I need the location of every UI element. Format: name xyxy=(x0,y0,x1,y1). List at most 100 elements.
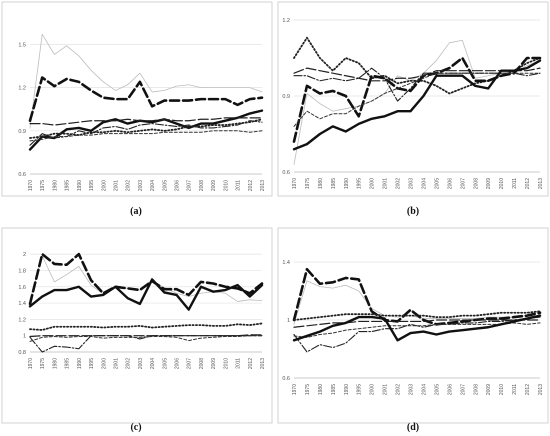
series-line-6 xyxy=(293,72,541,127)
series-line-2 xyxy=(28,76,264,123)
x-tick-label: 2009 xyxy=(486,384,492,395)
x-tick-label: 2007 xyxy=(187,180,193,191)
panel-border xyxy=(277,227,549,424)
x-tick-label: 2001 xyxy=(113,358,119,369)
x-tick-label: 1995 xyxy=(357,178,363,189)
series-line-7 xyxy=(29,130,263,142)
series-line-4 xyxy=(29,322,263,331)
x-tick-label: 2001 xyxy=(113,180,119,191)
x-tick-label: 1980 xyxy=(52,358,58,369)
x-tick-label: 2002 xyxy=(126,180,132,191)
x-tick-label: 1980 xyxy=(318,178,324,189)
series-line-6 xyxy=(29,335,263,353)
series-line-2 xyxy=(28,252,264,306)
x-tick-label: 1970 xyxy=(292,178,298,189)
x-tick-label: 2012 xyxy=(525,178,531,189)
x-tick-label: 2000 xyxy=(370,178,376,189)
x-tick-label: 2006 xyxy=(447,178,453,189)
x-tick-label: 2004 xyxy=(421,384,427,395)
y-tick-label: 0.6 xyxy=(282,376,290,382)
x-tick-label: 1975 xyxy=(40,358,46,369)
panel-border xyxy=(1,227,273,424)
x-tick-label: 2009 xyxy=(486,178,492,189)
y-tick-label: 1.5 xyxy=(18,42,26,48)
series-line-1 xyxy=(29,33,263,129)
x-tick-label: 2010 xyxy=(499,384,505,395)
y-tick-label: 1.2 xyxy=(18,86,26,92)
x-tick-label: 2005 xyxy=(434,384,440,395)
series-line-3 xyxy=(28,109,264,151)
x-tick-label: 1990 xyxy=(344,384,350,395)
x-tick-label: 2003 xyxy=(138,358,144,369)
x-tick-label: 1995 xyxy=(357,384,363,395)
x-tick-label: 2011 xyxy=(512,178,518,189)
x-tick-label: 2007 xyxy=(187,358,193,369)
x-tick-label: 2010 xyxy=(223,358,229,369)
x-tick-label: 2002 xyxy=(126,358,132,369)
series-line-3 xyxy=(293,310,541,321)
x-tick-label: 2013 xyxy=(538,384,544,395)
y-tick-label: 1.6 xyxy=(18,285,26,291)
panel-caption: (c) xyxy=(130,422,141,433)
x-tick-label: 1990 xyxy=(77,180,83,191)
x-tick-label: 2011 xyxy=(236,180,242,191)
x-tick-label: 2006 xyxy=(447,384,453,395)
x-tick-label: 2002 xyxy=(396,178,402,189)
x-tick-label: 1990 xyxy=(77,358,83,369)
y-tick-label: 1.4 xyxy=(18,301,26,307)
x-tick-label: 2013 xyxy=(260,180,266,191)
chart-panel-2: 0.6 0.9 1.2 1970 1975 1980 1985 1990 1995 2000 200… xyxy=(277,1,549,217)
chart-panel-4: 0.6 1 1.4 1970 1975 1980 1985 1990 1995 2000 2001 2… xyxy=(277,227,549,433)
x-tick-label: 2010 xyxy=(223,180,229,191)
y-tick-label: 1 xyxy=(23,334,26,340)
y-tick-label: 0.9 xyxy=(282,94,290,100)
panel-caption: (a) xyxy=(130,206,142,217)
chart-panel-3: 0.8 1 1.2 1.4 1.6 1.8 2 1970 1975 1980 1985 1990 199… xyxy=(1,227,273,433)
series-line-4 xyxy=(293,67,541,82)
series-line-7 xyxy=(292,314,542,342)
x-tick-label: 2012 xyxy=(248,358,254,369)
x-tick-label: 2006 xyxy=(175,180,181,191)
series-line-7 xyxy=(292,59,542,151)
x-tick-label: 2004 xyxy=(150,180,156,191)
x-tick-label: 2011 xyxy=(236,358,242,369)
x-tick-label: 2013 xyxy=(260,358,266,369)
y-tick-label: 1.4 xyxy=(282,260,290,266)
panel-caption: (b) xyxy=(407,206,419,217)
y-tick-label: 1 xyxy=(287,318,290,324)
y-tick-label: 1.2 xyxy=(18,317,26,323)
x-tick-label: 2006 xyxy=(175,358,181,369)
series-line-5 xyxy=(29,120,263,146)
x-tick-label: 2000 xyxy=(101,180,107,191)
series-line-1 xyxy=(293,280,541,325)
x-tick-label: 2000 xyxy=(370,384,376,395)
x-tick-label: 1970 xyxy=(28,180,34,191)
series-line-3 xyxy=(28,278,264,311)
x-tick-label: 1985 xyxy=(331,178,337,189)
y-tick-label: 0.6 xyxy=(18,172,26,178)
y-tick-label: 0.6 xyxy=(282,170,290,176)
x-tick-label: 2005 xyxy=(162,180,168,191)
x-tick-label: 1985 xyxy=(331,384,337,395)
y-tick-label: 1.2 xyxy=(282,18,290,24)
x-tick-label: 2012 xyxy=(248,180,254,191)
x-tick-label: 2012 xyxy=(525,384,531,395)
x-tick-label: 2003 xyxy=(409,384,415,395)
series-line-3 xyxy=(292,56,542,143)
x-tick-label: 2009 xyxy=(211,180,217,191)
series-line-6 xyxy=(29,118,263,139)
x-tick-label: 1985 xyxy=(65,358,71,369)
y-tick-label: 2 xyxy=(23,252,26,258)
x-tick-label: 2008 xyxy=(473,178,479,189)
chart-panel-1: 0.6 0.9 1.2 1.5 1970 1975 1980 1985 1990 1995 2000… xyxy=(1,1,273,217)
series-line-5 xyxy=(29,334,263,338)
x-tick-label: 1975 xyxy=(305,384,311,395)
x-tick-label: 2008 xyxy=(473,384,479,395)
x-tick-label: 2011 xyxy=(512,384,518,395)
x-tick-label: 2005 xyxy=(162,358,168,369)
x-tick-label: 1980 xyxy=(52,180,58,191)
x-tick-label: 2001 xyxy=(383,178,389,189)
x-tick-label: 2004 xyxy=(421,178,427,189)
y-tick-label: 0.8 xyxy=(18,350,26,356)
